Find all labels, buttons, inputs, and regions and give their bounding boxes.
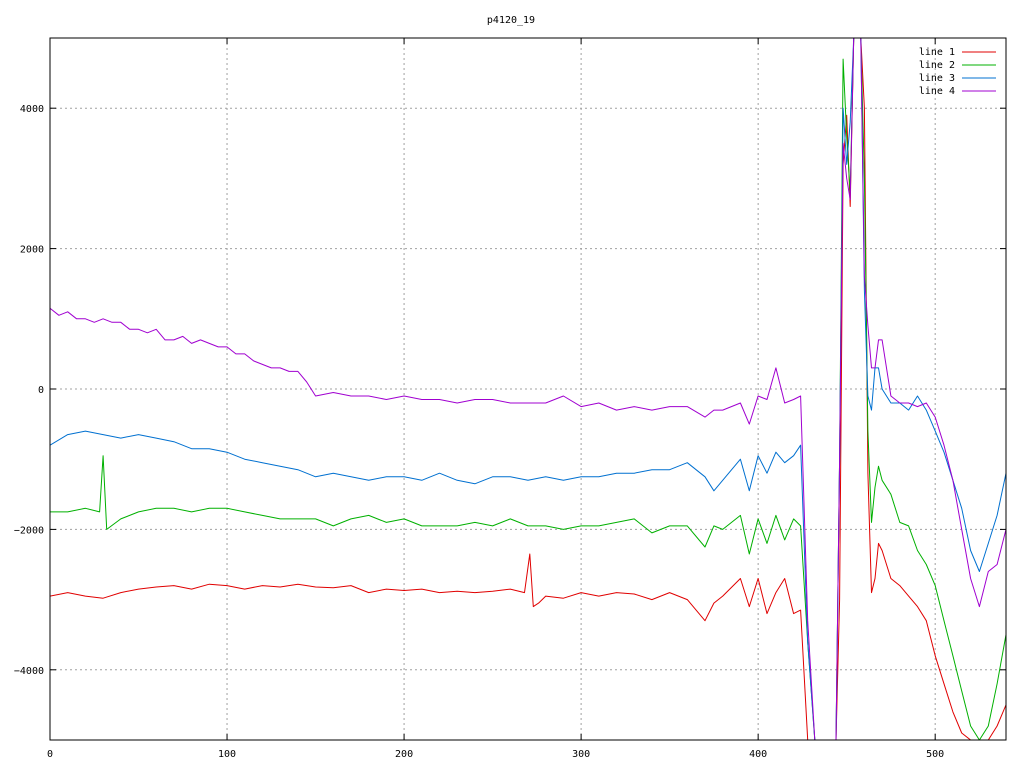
- axis-ticks: 0 100 200 300 400 500 −4000 −2000 0 2000 4000: [14, 38, 1006, 760]
- y-tick-label: −4000: [14, 666, 44, 677]
- grid: [50, 38, 1006, 740]
- legend: line 1 line 2 line 3 line 4: [919, 47, 996, 97]
- series-line-4: [50, 38, 1006, 740]
- legend-label-1: line 1: [919, 47, 955, 58]
- x-tick-label: 200: [395, 749, 413, 760]
- series-line-1: [50, 38, 1006, 740]
- x-tick-label: 400: [749, 749, 767, 760]
- legend-label-2: line 2: [919, 60, 955, 71]
- legend-label-3: line 3: [919, 73, 955, 84]
- x-tick-label: 300: [572, 749, 590, 760]
- x-tick-label: 100: [218, 749, 236, 760]
- y-tick-label: 4000: [20, 104, 44, 115]
- plot-frame: [49, 37, 1007, 741]
- series-lines: [50, 38, 1006, 740]
- y-tick-label: −2000: [14, 525, 44, 536]
- x-tick-label: 500: [926, 749, 944, 760]
- legend-label-4: line 4: [919, 86, 955, 97]
- x-tick-label: 0: [47, 749, 53, 760]
- series-line-3: [50, 38, 1006, 740]
- y-tick-label: 0: [38, 385, 44, 396]
- chart-title: p4120_19: [487, 15, 535, 26]
- y-tick-label: 2000: [20, 245, 44, 256]
- series-line-2: [50, 38, 1006, 740]
